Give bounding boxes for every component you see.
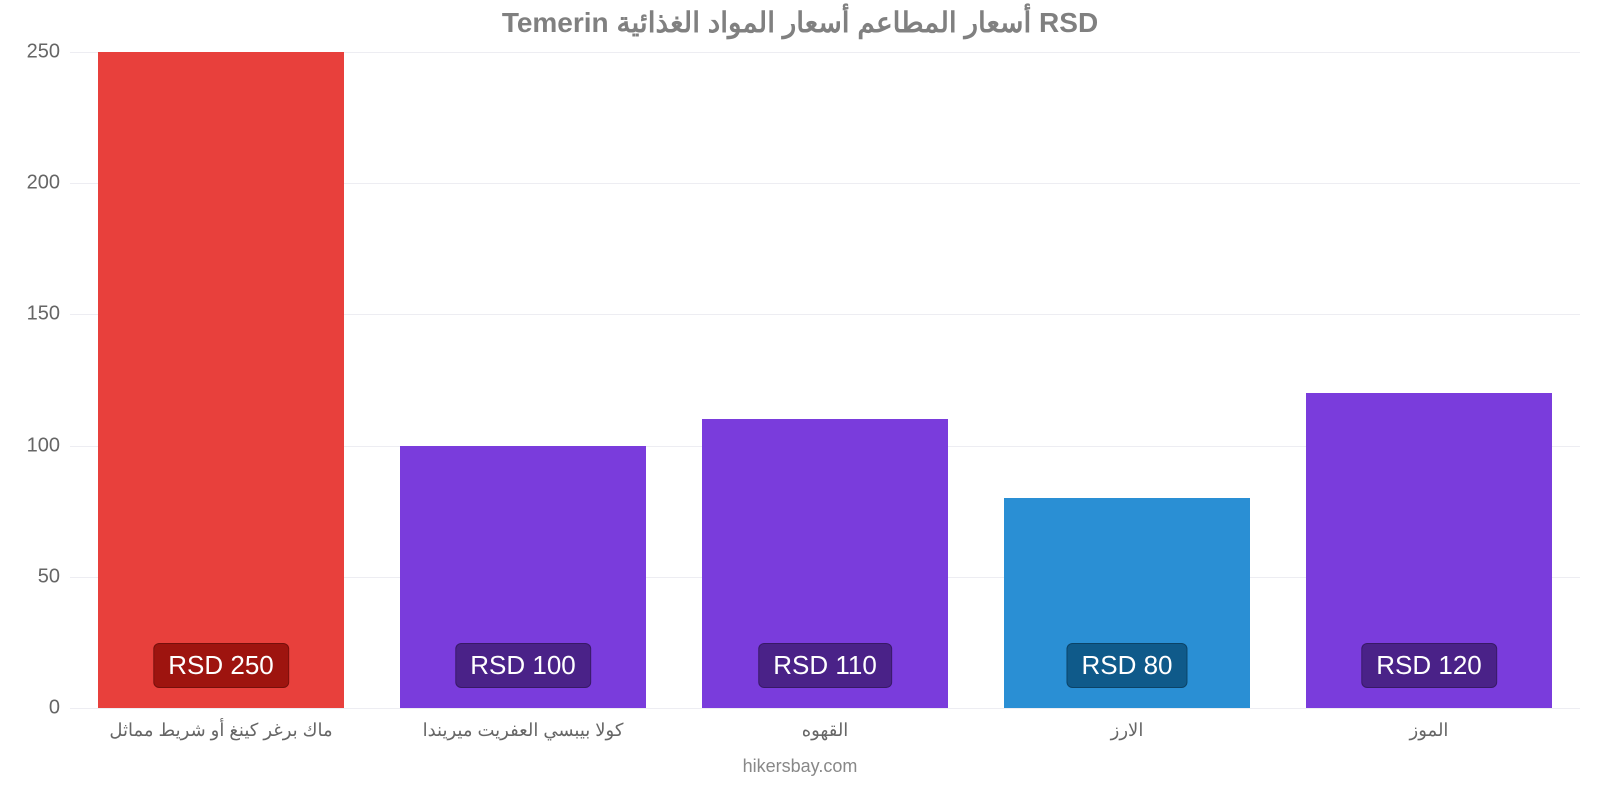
value-badge: RSD 110: [758, 643, 892, 688]
y-tick-label: 0: [49, 697, 70, 720]
value-badge: RSD 100: [455, 643, 591, 688]
x-axis-label: كولا بيبسي العفريت ميريندا: [372, 720, 674, 741]
bar: RSD 80: [1004, 498, 1250, 708]
value-badge: RSD 80: [1066, 643, 1187, 688]
grid-line: [70, 708, 1580, 709]
bar-slot: RSD 250: [70, 52, 372, 708]
footer-text: hikersbay.com: [743, 756, 858, 776]
x-axis-labels: ماك برغر كينغ أو شريط مماثلكولا بيبسي ال…: [70, 720, 1580, 741]
bar-slot: RSD 110: [674, 419, 976, 708]
chart-footer: hikersbay.com: [0, 756, 1600, 777]
bar: RSD 250: [98, 52, 344, 708]
y-tick-label: 50: [38, 565, 70, 588]
bar: RSD 110: [702, 419, 948, 708]
y-tick-label: 200: [27, 172, 70, 195]
y-tick-label: 150: [27, 303, 70, 326]
bar-slot: RSD 80: [976, 498, 1278, 708]
bar: RSD 100: [400, 446, 646, 708]
y-tick-label: 100: [27, 434, 70, 457]
x-axis-label: القهوه: [674, 720, 976, 741]
chart-title: Temerin أسعار المطاعم أسعار المواد الغذا…: [0, 0, 1600, 39]
bar-slot: RSD 100: [372, 446, 674, 708]
price-bar-chart: Temerin أسعار المطاعم أسعار المواد الغذا…: [0, 0, 1600, 800]
value-badge: RSD 250: [153, 643, 289, 688]
x-axis-label: الموز: [1278, 720, 1580, 741]
x-axis-label: الارز: [976, 720, 1278, 741]
bar: RSD 120: [1306, 393, 1552, 708]
bars-container: RSD 250 RSD 100 RSD 110 RSD 80 RSD 120: [70, 52, 1580, 708]
y-tick-label: 250: [27, 41, 70, 64]
plot-area: 050100150200250 RSD 250RSD 100RSD 110RSD…: [70, 52, 1580, 708]
bar-slot: RSD 120: [1278, 393, 1580, 708]
value-badge: RSD 120: [1361, 643, 1497, 688]
x-axis-label: ماك برغر كينغ أو شريط مماثل: [70, 720, 372, 741]
